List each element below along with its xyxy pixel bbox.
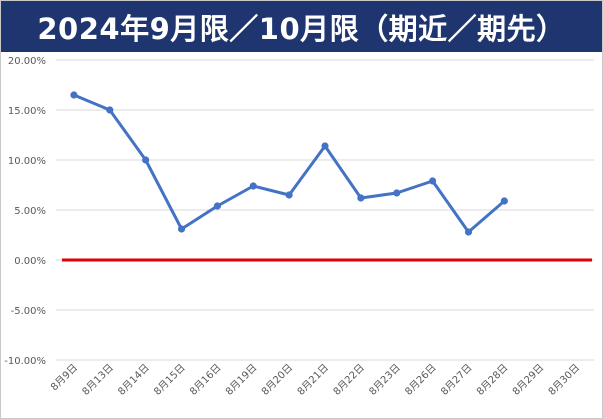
series-line bbox=[72, 93, 506, 234]
x-tick-label: 8月26日 bbox=[403, 362, 439, 398]
data-point bbox=[464, 228, 473, 236]
data-point bbox=[70, 91, 78, 99]
x-tick-label: 8月16日 bbox=[187, 362, 223, 398]
data-point bbox=[142, 156, 150, 164]
data-point bbox=[177, 225, 186, 233]
y-tick-label: 5.00% bbox=[14, 206, 46, 217]
data-point bbox=[357, 194, 365, 202]
series bbox=[70, 91, 508, 236]
data-point bbox=[393, 189, 401, 197]
x-tick-label: 8月28日 bbox=[474, 362, 510, 398]
x-tick-label: 8月20日 bbox=[259, 362, 295, 398]
x-tick-label: 8月19日 bbox=[223, 362, 259, 398]
data-point bbox=[500, 197, 508, 205]
data-point bbox=[321, 142, 329, 150]
y-tick-label: 10.00% bbox=[8, 156, 46, 167]
x-tick-label: 8月13日 bbox=[80, 362, 116, 398]
x-tick-label: 8月9日 bbox=[48, 362, 80, 394]
y-tick-label: 20.00% bbox=[8, 56, 46, 67]
y-axis-labels: 20.00% 15.00% 10.00% 5.00% 0.00% -5.00% -10.00… bbox=[4, 56, 46, 367]
x-tick-label: 8月15日 bbox=[152, 362, 188, 398]
x-tick-label: 8月22日 bbox=[331, 362, 367, 398]
data-point bbox=[429, 177, 437, 185]
x-tick-label: 8月21日 bbox=[295, 362, 331, 398]
y-tick-label: 15.00% bbox=[8, 106, 46, 117]
y-tick-label: 0.00% bbox=[14, 256, 46, 267]
x-tick-label: 8月27日 bbox=[438, 362, 474, 398]
y-tick-label: -5.00% bbox=[11, 306, 46, 317]
y-tick-label: -10.00% bbox=[4, 356, 46, 367]
data-point bbox=[249, 182, 257, 190]
data-point bbox=[285, 191, 293, 199]
x-tick-label: 8月29日 bbox=[510, 362, 546, 398]
x-tick-label: 8月23日 bbox=[367, 362, 403, 398]
x-tick-label: 8月14日 bbox=[116, 362, 152, 398]
grid-lines bbox=[56, 59, 594, 361]
data-point bbox=[213, 202, 221, 210]
x-tick-label: 8月30日 bbox=[546, 362, 582, 398]
chart-title: 2024年9月限／10月限（期近／期先） bbox=[1, 1, 602, 52]
data-point bbox=[106, 106, 114, 114]
x-axis-labels: 8月9日 8月13日 8月14日 8月15日 8月16日 8月19日 8月20日 8月21日 8… bbox=[48, 362, 582, 398]
